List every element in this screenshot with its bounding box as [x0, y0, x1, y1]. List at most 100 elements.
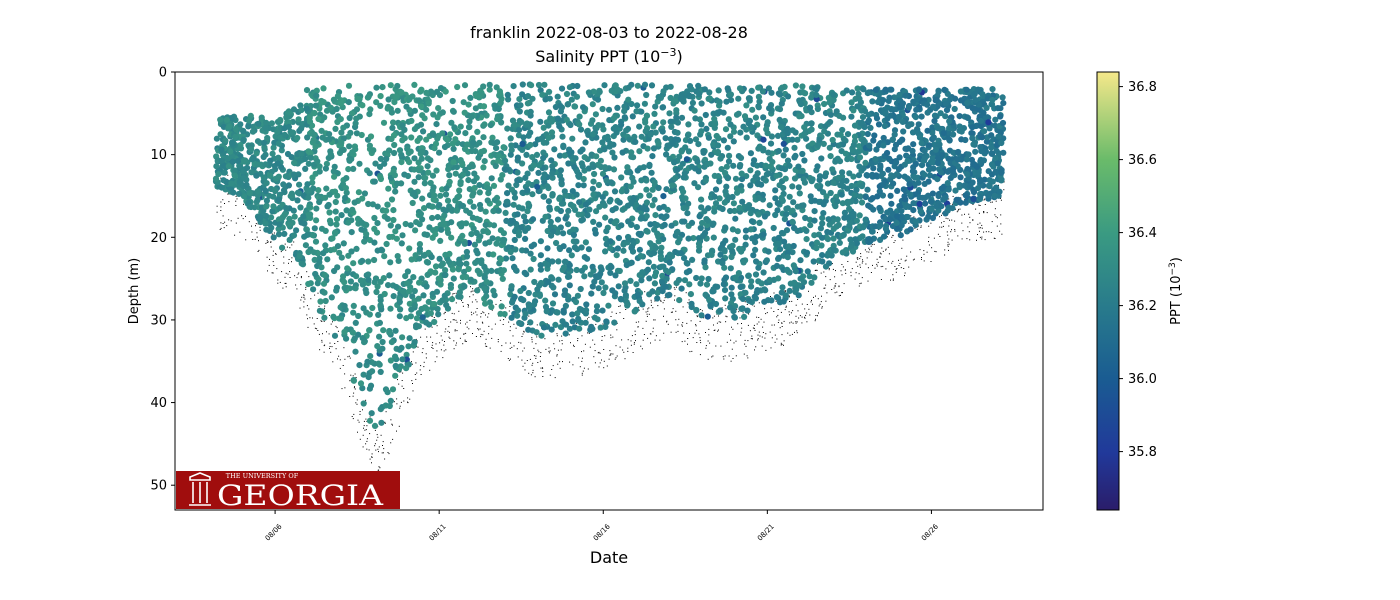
profile-dot: [420, 336, 422, 338]
profile-dot: [581, 351, 582, 353]
salinity-point: [942, 100, 950, 107]
salinity-point: [411, 178, 418, 185]
profile-dot: [378, 451, 379, 453]
profile-dot: [538, 351, 540, 353]
profile-dot: [981, 224, 983, 226]
profile-dot: [845, 272, 847, 274]
profile-dot: [312, 317, 313, 319]
salinity-point: [566, 262, 573, 269]
salinity-point: [333, 221, 340, 228]
profile-dot: [301, 296, 303, 298]
profile-dot: [790, 312, 792, 314]
salinity-point: [286, 236, 293, 243]
profile-dot: [227, 174, 229, 176]
profile-dot: [542, 371, 544, 373]
salinity-point: [338, 254, 345, 261]
salinity-point: [715, 87, 722, 94]
salinity-point: [876, 188, 883, 195]
profile-dot: [796, 321, 798, 323]
profile-dot: [857, 258, 859, 260]
salinity-point: [490, 287, 497, 294]
salinity-point: [891, 146, 898, 153]
salinity-point: [462, 130, 469, 137]
salinity-point: [606, 198, 613, 205]
profile-dot: [735, 355, 737, 357]
salinity-point: [684, 132, 692, 139]
salinity-point: [712, 121, 719, 128]
profile-dot: [593, 356, 595, 358]
profile-dot: [237, 217, 239, 219]
profile-dot: [255, 225, 256, 227]
salinity-point: [742, 289, 749, 296]
salinity-point: [504, 91, 511, 98]
profile-dot: [619, 346, 621, 348]
salinity-point: [524, 93, 532, 100]
salinity-point: [673, 98, 680, 105]
profile-dot: [400, 371, 402, 373]
salinity-point: [643, 91, 650, 99]
salinity-point: [480, 134, 487, 141]
profile-dot: [705, 332, 706, 333]
profile-dot: [442, 357, 444, 359]
salinity-point: [897, 232, 904, 239]
salinity-point: [864, 186, 871, 193]
profile-dot: [559, 361, 561, 363]
salinity-point: [895, 166, 903, 173]
salinity-point: [514, 211, 521, 218]
salinity-point: [356, 362, 363, 369]
salinity-point: [730, 200, 738, 207]
salinity-point: [766, 202, 773, 209]
salinity-point: [456, 289, 463, 296]
profile-dot: [776, 338, 778, 340]
profile-dot: [759, 335, 761, 337]
profile-dot: [300, 299, 302, 301]
salinity-point: [957, 88, 965, 95]
salinity-point: [385, 96, 392, 103]
profile-dot: [356, 399, 358, 401]
profile-dot: [431, 347, 433, 348]
salinity-point: [662, 135, 669, 142]
profile-dot: [452, 293, 454, 295]
salinity-point: [802, 90, 809, 97]
profile-dot: [908, 222, 910, 224]
salinity-point: [915, 129, 922, 136]
salinity-point: [270, 193, 277, 200]
salinity-point: [693, 274, 700, 282]
salinity-point: [576, 121, 583, 128]
salinity-point: [478, 148, 485, 155]
profile-dot: [610, 353, 612, 355]
profile-dot: [390, 442, 392, 444]
salinity-point: [442, 251, 449, 258]
profile-dot: [308, 308, 310, 310]
profile-dot: [637, 326, 639, 328]
salinity-point: [704, 313, 711, 320]
profile-dot: [769, 331, 771, 333]
profile-dot: [265, 242, 267, 244]
salinity-point: [606, 117, 613, 124]
profile-dot: [957, 210, 959, 212]
profile-dot: [818, 305, 820, 307]
profile-dot: [761, 345, 763, 347]
salinity-point: [551, 291, 559, 298]
salinity-point: [634, 167, 641, 174]
profile-dot: [977, 234, 978, 235]
salinity-point: [591, 170, 598, 178]
salinity-point: [615, 234, 623, 242]
salinity-point: [830, 225, 837, 232]
profile-dot: [841, 292, 843, 294]
salinity-point: [398, 159, 405, 166]
salinity-point: [313, 205, 320, 212]
profile-dot: [868, 247, 870, 249]
profile-dot: [379, 467, 381, 469]
salinity-point: [728, 291, 735, 298]
profile-dot: [887, 261, 889, 263]
salinity-point: [406, 335, 413, 342]
profile-dot: [981, 227, 983, 229]
profile-dot: [342, 365, 344, 366]
profile-dot: [228, 219, 230, 221]
salinity-point: [562, 215, 569, 222]
profile-dot: [806, 321, 808, 323]
profile-dot: [896, 268, 898, 269]
salinity-point: [366, 327, 373, 334]
salinity-point: [651, 249, 658, 256]
